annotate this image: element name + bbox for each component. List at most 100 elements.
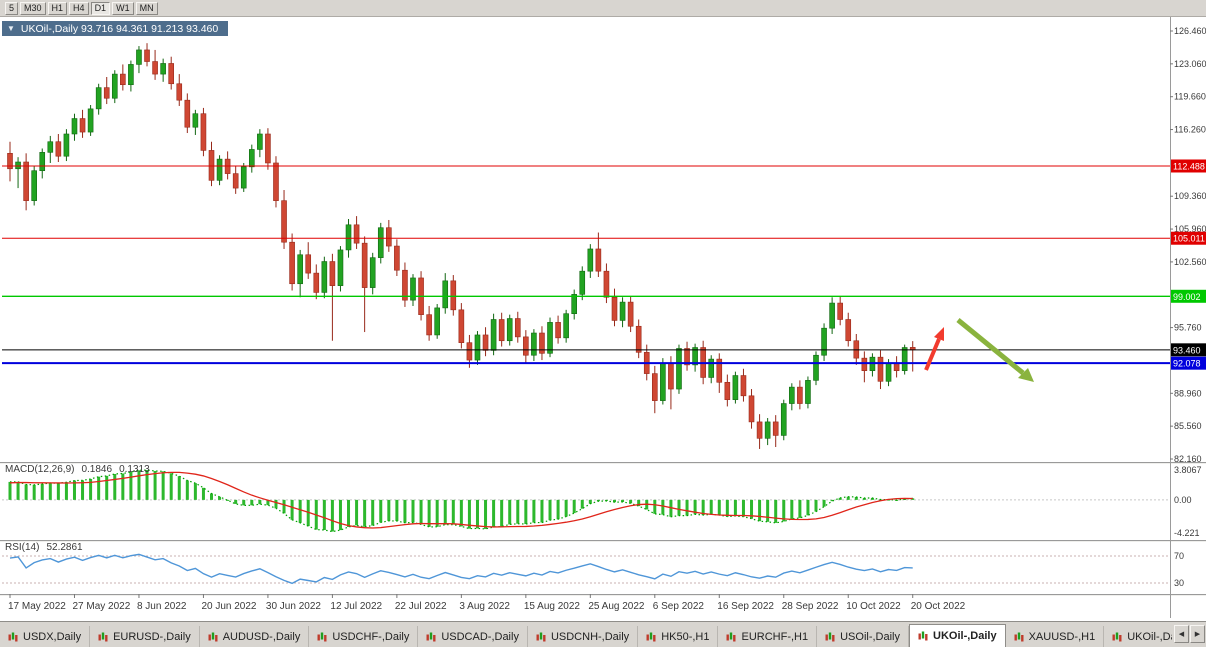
chart-tab-icon — [726, 632, 736, 642]
date-label: 12 Jul 2022 — [330, 601, 382, 612]
chart-tab-ukoil-daily[interactable]: UKOil-,Daily — [909, 624, 1006, 647]
tab-scroll-right[interactable]: ▶ — [1190, 625, 1205, 643]
chart-tab-label: HK50-,H1 — [661, 630, 710, 643]
date-label: 28 Sep 2022 — [782, 601, 839, 612]
tab-scroll-buttons: ◀ ▶ — [1172, 625, 1205, 643]
period-button-d1[interactable]: D1 — [90, 1, 111, 15]
price-tick-label: 85.560 — [1174, 421, 1202, 431]
candlestick-series — [7, 43, 916, 449]
macd-signal-line — [9, 471, 913, 529]
date-label: 17 May 2022 — [8, 601, 66, 612]
period-button-m30[interactable]: M30 — [20, 1, 46, 15]
chart-tab-ukoil-daily[interactable]: UKOil-,Daily — [1104, 626, 1176, 647]
date-label: 15 Aug 2022 — [524, 601, 581, 612]
chart-tab-label: AUDUSD-,Daily — [222, 630, 301, 643]
price-tick-label: 105.960 — [1174, 224, 1206, 234]
chart-tab-label: EURCHF-,H1 — [741, 630, 809, 643]
chart-tab-usoil-daily[interactable]: USOil-,Daily — [817, 626, 910, 647]
svg-text:93.460: 93.460 — [1173, 345, 1201, 355]
period-button-w1[interactable]: W1 — [112, 1, 134, 15]
price-axis[interactable] — [1171, 17, 1206, 618]
rsi-value: 52.2861 — [46, 542, 83, 553]
chart-tab-icon — [1112, 632, 1122, 642]
chart-tab-usdcad-daily[interactable]: USDCAD-,Daily — [418, 626, 528, 647]
chart-title-bar: ▼ UKOil-,Daily 93.716 94.361 91.213 93.4… — [2, 21, 229, 36]
rsi-axis-label: 30 — [1174, 578, 1184, 588]
chart-tab-icon — [8, 632, 18, 642]
collapse-arrow-icon[interactable]: ▼ — [7, 24, 15, 33]
price-tick-label: 116.260 — [1174, 125, 1206, 135]
date-label: 6 Sep 2022 — [653, 601, 705, 612]
date-label: 27 May 2022 — [72, 601, 130, 612]
svg-text:99.002: 99.002 — [1173, 292, 1201, 302]
period-button-h1[interactable]: H1 — [47, 1, 68, 15]
price-badge-99.002: 99.002 — [1171, 289, 1206, 303]
price-badge-105.011: 105.011 — [1171, 231, 1206, 245]
macd-axis-label: -4.221 — [1174, 528, 1200, 538]
macd-axis-label: 0.00 — [1174, 495, 1192, 505]
chart-tab-label: USDCHF-,Daily — [332, 630, 410, 643]
chart-tab-icon — [646, 632, 656, 642]
tab-scroll-left[interactable]: ◀ — [1174, 625, 1189, 643]
svg-text:112.488: 112.488 — [1173, 161, 1205, 171]
date-label: 25 Aug 2022 — [588, 601, 645, 612]
chart-tab-icon — [208, 632, 218, 642]
price-badge-93.460: 93.460 — [1171, 343, 1206, 357]
chart-tab-icon — [98, 632, 108, 642]
chart-tab-icon — [918, 631, 928, 641]
period-button-h4[interactable]: H4 — [69, 1, 89, 15]
rsi-axis-label: 70 — [1174, 551, 1184, 561]
price-tick-label: 82.160 — [1174, 454, 1202, 464]
chart-canvas: 126.460 123.060 119.660 116.260 109.360 105.9… — [0, 17, 1206, 621]
date-label: 16 Sep 2022 — [717, 601, 774, 612]
macd-value-main: 0.1846 — [81, 464, 113, 475]
chart-tab-audusd-daily[interactable]: AUDUSD-,Daily — [200, 626, 310, 647]
period-button-5[interactable]: 5 — [5, 1, 19, 15]
svg-text:92.078: 92.078 — [1173, 359, 1201, 369]
macd-value-signal: 0.1313 — [119, 464, 150, 475]
chart-tab-hk50-h1[interactable]: HK50-,H1 — [638, 626, 719, 647]
chart-tab-usdcnh-daily[interactable]: USDCNH-,Daily — [528, 626, 639, 647]
date-label: 20 Oct 2022 — [911, 601, 966, 612]
down-arrow-annotation[interactable] — [956, 318, 1034, 382]
macd-title: MACD(12,26,9) — [5, 464, 75, 475]
chart-tab-icon — [536, 632, 546, 642]
chart-plot-area[interactable] — [2, 17, 1170, 462]
macd-label: MACD(12,26,9) 0.1846 0.1313 — [5, 464, 150, 475]
chart-title: UKOil-,Daily 93.716 94.361 91.213 93.460 — [20, 22, 219, 35]
date-label: 3 Aug 2022 — [459, 601, 510, 612]
macd-panel[interactable] — [2, 464, 1170, 540]
chart-tab-eurusd-daily[interactable]: EURUSD-,Daily — [90, 626, 200, 647]
price-tick-label: 123.060 — [1174, 59, 1206, 69]
svg-text:105.011: 105.011 — [1173, 234, 1205, 244]
price-badge-112.488: 112.488 — [1171, 159, 1206, 173]
chart-tab-label: EURUSD-,Daily — [113, 630, 191, 643]
chart-tab-xauusd-h1[interactable]: XAUUSD-,H1 — [1006, 626, 1105, 647]
period-toolbar: 5 M30 H1 H4 D1 W1 MN — [0, 0, 1206, 17]
chart-tab-icon — [825, 632, 835, 642]
rsi-label: RSI(14) 52.2861 — [5, 542, 83, 553]
date-label: 10 Oct 2022 — [846, 601, 901, 612]
rsi-panel[interactable] — [2, 542, 1170, 594]
date-label: 30 Jun 2022 — [266, 601, 321, 612]
chart-tab-label: USDCNH-,Daily — [550, 630, 630, 643]
period-button-mn[interactable]: MN — [135, 1, 158, 15]
date-label: 22 Jul 2022 — [395, 601, 447, 612]
date-label: 8 Jun 2022 — [137, 601, 187, 612]
time-axis[interactable] — [2, 595, 1170, 619]
up-arrow-annotation[interactable] — [924, 327, 944, 371]
rsi-line — [9, 553, 913, 585]
date-label: 20 Jun 2022 — [201, 601, 256, 612]
chart-tab-usdx-daily[interactable]: USDX,Daily — [0, 626, 91, 647]
price-tick-label: 88.960 — [1174, 388, 1202, 398]
price-badge-92.078: 92.078 — [1171, 356, 1206, 370]
chart-tab-eurchf-h1[interactable]: EURCHF-,H1 — [718, 626, 818, 647]
rsi-title: RSI(14) — [5, 542, 40, 553]
chart-tab-icon — [426, 632, 436, 642]
chart-tab-label: UKOil-,Daily — [933, 630, 997, 642]
macd-line — [9, 469, 913, 533]
chart-tab-icon — [1014, 632, 1024, 642]
chart-tab-icon — [317, 632, 327, 642]
price-tick-label: 102.560 — [1174, 257, 1206, 267]
chart-tab-usdchf-daily[interactable]: USDCHF-,Daily — [309, 626, 419, 647]
